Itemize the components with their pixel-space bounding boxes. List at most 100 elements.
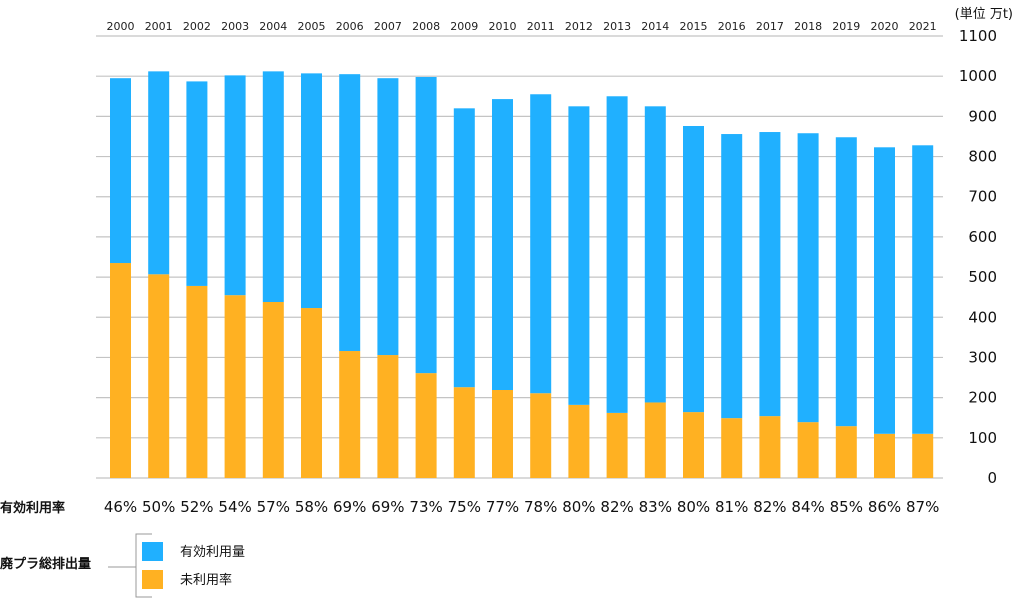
rate-value-2010: 77% (486, 498, 519, 516)
legend-group-label: 廃プラ総排出量 (0, 556, 91, 572)
bar-effective-use-2004 (262, 71, 284, 303)
x-tick-label-2019: 2019 (832, 20, 860, 33)
bar-unused-2014 (644, 402, 666, 478)
bar-unused-2004 (262, 302, 284, 478)
x-tick-label-2006: 2006 (336, 20, 364, 33)
bar-effective-use-2002 (186, 81, 208, 286)
x-tick-label-2016: 2016 (718, 20, 746, 33)
bar-unused-2020 (874, 433, 895, 478)
bar-effective-use-2001 (148, 71, 170, 275)
bar-unused-2021 (912, 433, 934, 478)
rate-value-2004: 57% (257, 498, 290, 516)
bar-unused-2006 (339, 351, 361, 478)
rate-value-2012: 80% (562, 498, 595, 516)
rate-value-2011: 78% (524, 498, 557, 516)
bar-unused-2009 (453, 387, 475, 478)
y-tick-label-200: 200 (968, 389, 997, 407)
bar-effective-use-2007 (377, 78, 399, 356)
bar-effective-use-2008 (415, 76, 437, 374)
rate-row-label: 有効利用率 (0, 500, 65, 516)
x-tick-label-2014: 2014 (641, 20, 669, 33)
bar-unused-2002 (186, 285, 208, 478)
x-tick-label-2001: 2001 (145, 20, 173, 33)
bar-effective-use-2014 (644, 106, 666, 403)
rate-value-2000: 46% (104, 498, 137, 516)
bar-effective-use-2003 (224, 75, 246, 296)
rate-value-2020: 86% (868, 498, 901, 516)
bar-effective-use-2006 (339, 74, 361, 352)
x-tick-label-2015: 2015 (680, 20, 708, 33)
bar-unused-2001 (148, 274, 170, 478)
x-tick-label-2008: 2008 (412, 20, 440, 33)
rate-value-2018: 84% (791, 498, 824, 516)
rate-value-2017: 82% (753, 498, 786, 516)
bar-unused-2007 (377, 355, 399, 478)
y-tick-label-600: 600 (968, 228, 997, 246)
legend-label-unused: 未利用率 (180, 572, 232, 588)
bar-effective-use-2013 (606, 96, 628, 413)
rate-value-2019: 85% (830, 498, 863, 516)
bar-effective-use-2020 (874, 147, 895, 434)
y-tick-labels: 0 100 200 300 400 500 600 700 800 900 1000 1100 (959, 27, 997, 487)
bar-effective-use-2010 (492, 99, 513, 391)
rate-value-2016: 81% (715, 498, 748, 516)
bar-unused-2013 (606, 412, 628, 478)
bars (110, 71, 934, 478)
rate-value-2002: 52% (180, 498, 213, 516)
rate-value-2006: 69% (333, 498, 366, 516)
x-tick-label-2005: 2005 (298, 20, 326, 33)
y-tick-label-500: 500 (968, 268, 997, 286)
y-tick-label-900: 900 (968, 107, 997, 125)
x-tick-label-2020: 2020 (871, 20, 899, 33)
bar-effective-use-2021 (912, 145, 934, 434)
legend: 廃プラ総排出量 有効利用量 未利用率 (0, 533, 245, 598)
rate-value-2014: 83% (639, 498, 672, 516)
bar-effective-use-2012 (568, 106, 590, 405)
x-tick-label-2012: 2012 (565, 20, 593, 33)
rate-value-2008: 73% (409, 498, 442, 516)
x-tick-labels: 2000 2001 2002 2003 2004 2005 2006 2007 2008 2009… (107, 20, 937, 33)
legend-label-effective-use: 有効利用量 (180, 545, 245, 560)
y-tick-label-400: 400 (968, 308, 997, 326)
bar-unused-2005 (301, 308, 322, 478)
bar-unused-2015 (683, 412, 704, 478)
bar-effective-use-2011 (530, 94, 552, 394)
rate-value-2005: 58% (295, 498, 328, 516)
bar-effective-use-2016 (721, 134, 743, 419)
rate-value-2013: 82% (600, 498, 633, 516)
x-tick-label-2004: 2004 (259, 20, 287, 33)
rate-row-values: 46% 50% 52% 54% 57% 58% 69% 69% 73% 75% 77% 78% 80% 8… (104, 498, 940, 516)
x-tick-label-2021: 2021 (909, 20, 937, 33)
x-tick-label-2011: 2011 (527, 20, 555, 33)
bar-effective-use-2005 (301, 73, 322, 309)
bar-effective-use-2017 (759, 132, 781, 417)
rate-value-2001: 50% (142, 498, 175, 516)
x-tick-label-2010: 2010 (489, 20, 517, 33)
y-tick-label-0: 0 (987, 469, 997, 487)
bar-unused-2018 (797, 422, 819, 478)
rate-value-2003: 54% (218, 498, 251, 516)
x-tick-label-2009: 2009 (450, 20, 478, 33)
rate-value-2021: 87% (906, 498, 939, 516)
x-tick-label-2018: 2018 (794, 20, 822, 33)
x-tick-label-2017: 2017 (756, 20, 784, 33)
bar-effective-use-2000 (110, 78, 131, 264)
bar-unused-2011 (530, 393, 552, 478)
x-tick-label-2013: 2013 (603, 20, 631, 33)
bar-effective-use-2018 (797, 133, 819, 423)
bar-unused-2003 (224, 295, 246, 478)
rate-value-2007: 69% (371, 498, 404, 516)
bar-unused-2019 (835, 426, 857, 478)
bar-unused-2016 (721, 418, 743, 478)
y-tick-label-1000: 1000 (959, 67, 997, 85)
x-tick-label-2007: 2007 (374, 20, 402, 33)
bar-unused-2000 (110, 263, 131, 478)
y-tick-label-100: 100 (968, 429, 997, 447)
y-tick-label-700: 700 (968, 188, 997, 206)
legend-bracket (135, 533, 152, 598)
y-tick-label-300: 300 (968, 348, 997, 366)
y-tick-label-1100: 1100 (959, 27, 997, 45)
legend-swatch-effective-use (142, 542, 163, 561)
x-tick-label-2000: 2000 (107, 20, 135, 33)
